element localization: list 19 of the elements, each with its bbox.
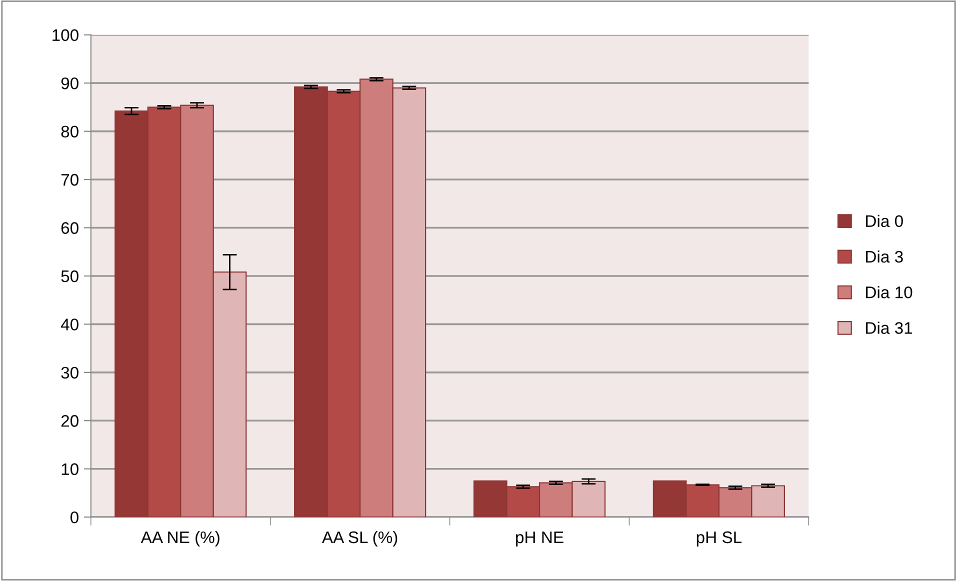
y-tick-label: 80 bbox=[61, 126, 78, 138]
y-tick-label: 10 bbox=[62, 463, 78, 476]
x-tick-label: AA SL (%) bbox=[322, 530, 398, 547]
y-tick-label: 70 bbox=[61, 174, 78, 186]
y-tick-label: 40 bbox=[60, 318, 78, 330]
y-tick-label: 100 bbox=[52, 29, 78, 42]
y-tick-label: 20 bbox=[61, 415, 78, 427]
y-tick-label: 0 bbox=[70, 511, 78, 524]
x-tick-label: AA NE (%) bbox=[140, 530, 220, 547]
legend-label: Dia 3 bbox=[866, 250, 903, 263]
y-tick-label: 60 bbox=[61, 222, 78, 234]
legend-label: Dia 0 bbox=[866, 214, 903, 228]
y-tick-label: 90 bbox=[61, 77, 78, 90]
x-tick-label: pH NE bbox=[516, 532, 564, 547]
legend-label: Dia 31 bbox=[866, 322, 912, 334]
x-tick-label: pH SL bbox=[696, 531, 742, 547]
legend-label: Dia 10 bbox=[866, 286, 912, 298]
y-tick-label: 30 bbox=[61, 366, 78, 379]
y-tick-label: 50 bbox=[61, 270, 78, 282]
